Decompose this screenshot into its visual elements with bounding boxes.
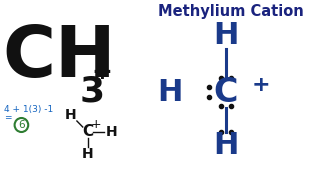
Text: Methylium Cation: Methylium Cation — [158, 4, 304, 19]
Text: 6: 6 — [18, 120, 25, 130]
Text: CH: CH — [2, 23, 116, 92]
Text: +: + — [92, 60, 112, 84]
Text: +: + — [252, 75, 270, 95]
Text: C: C — [213, 75, 238, 109]
Text: H: H — [106, 125, 118, 139]
Text: H: H — [82, 147, 93, 161]
Text: 3: 3 — [80, 74, 105, 108]
Text: 4 + 1(3) -1: 4 + 1(3) -1 — [4, 105, 53, 114]
Text: H: H — [158, 78, 183, 107]
Text: C: C — [82, 125, 93, 140]
Text: =: = — [4, 113, 12, 122]
Text: +: + — [91, 118, 102, 132]
Text: H: H — [213, 21, 238, 50]
Text: H: H — [65, 108, 77, 122]
Text: H: H — [213, 132, 238, 161]
